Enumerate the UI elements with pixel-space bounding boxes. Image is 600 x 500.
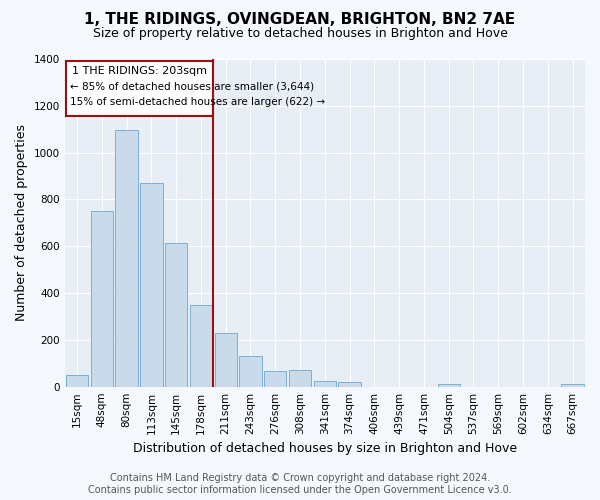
Bar (190, 305, 212, 386)
FancyBboxPatch shape (66, 62, 214, 116)
Text: 15% of semi-detached houses are larger (622) →: 15% of semi-detached houses are larger (… (70, 97, 325, 107)
Bar (437, 384, 460, 386)
Bar (140, 183, 163, 386)
Text: Contains HM Land Registry data © Crown copyright and database right 2024.
Contai: Contains HM Land Registry data © Crown c… (88, 474, 512, 495)
Bar (562, 384, 584, 386)
Text: 1 THE RIDINGS: 203sqm: 1 THE RIDINGS: 203sqm (72, 66, 207, 76)
Bar (239, 356, 262, 386)
Y-axis label: Number of detached properties: Number of detached properties (15, 124, 28, 322)
Bar (215, 333, 237, 386)
Bar (66, 375, 88, 386)
Bar (165, 242, 187, 386)
Bar (338, 382, 361, 386)
Text: 1, THE RIDINGS, OVINGDEAN, BRIGHTON, BN2 7AE: 1, THE RIDINGS, OVINGDEAN, BRIGHTON, BN2… (85, 12, 515, 28)
Text: ← 85% of detached houses are smaller (3,644): ← 85% of detached houses are smaller (3,… (70, 82, 314, 92)
Bar (115, 130, 138, 386)
X-axis label: Distribution of detached houses by size in Brighton and Hove: Distribution of detached houses by size … (133, 442, 517, 455)
Bar (264, 372, 286, 386)
Bar (289, 370, 311, 386)
Text: Size of property relative to detached houses in Brighton and Hove: Size of property relative to detached ho… (92, 28, 508, 40)
Bar (314, 381, 336, 386)
Bar (91, 211, 113, 386)
